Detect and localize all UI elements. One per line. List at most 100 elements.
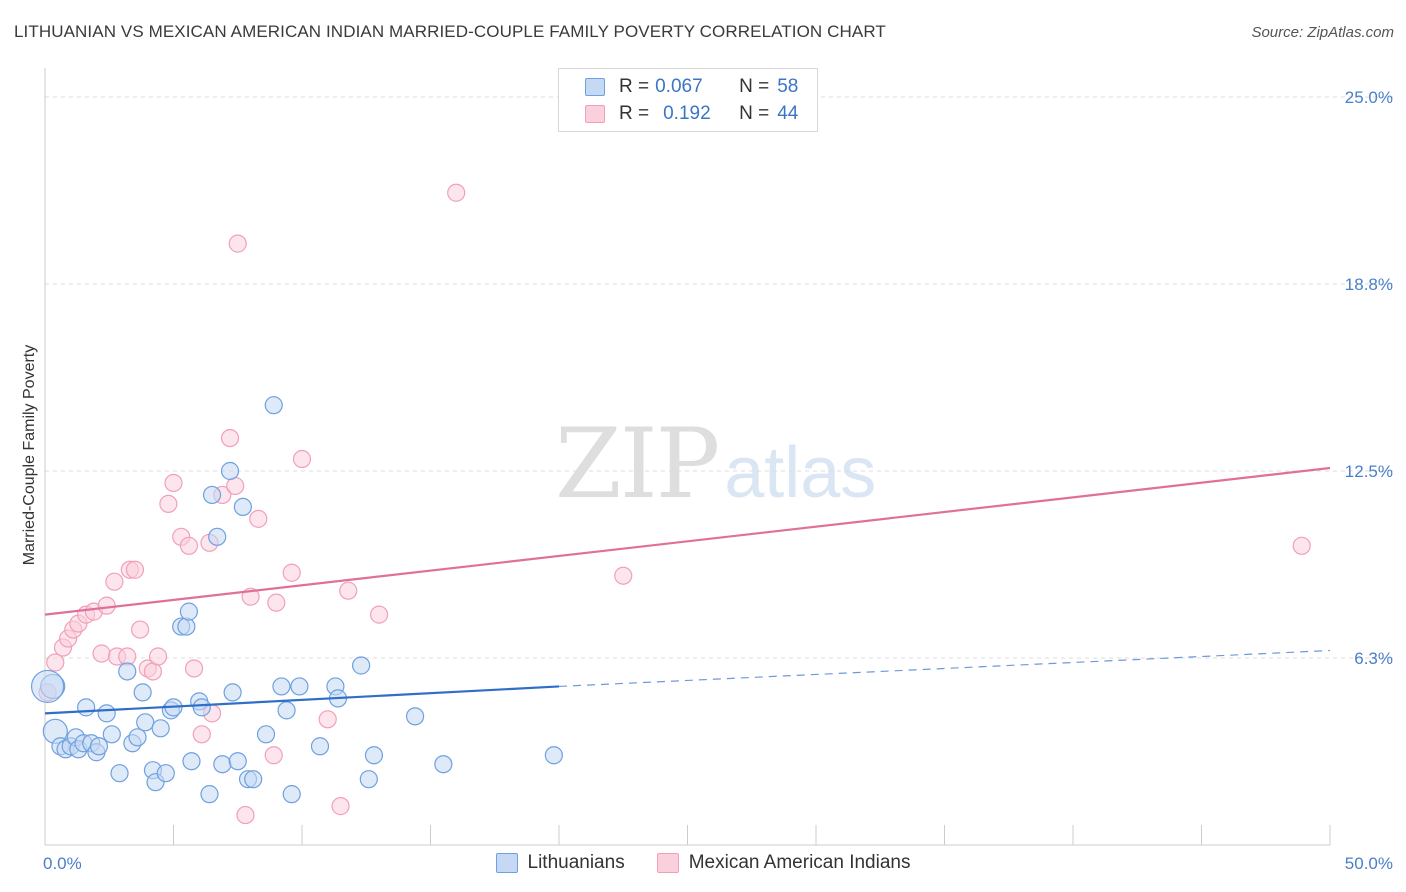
point-mexican — [249, 509, 268, 528]
y-tick-label: 12.5% — [1345, 462, 1393, 481]
legend-item-mexican: Mexican American Indians — [656, 852, 911, 874]
point-mexican — [614, 566, 633, 585]
point-lithuanian — [118, 662, 137, 681]
point-lithuanian — [364, 746, 384, 765]
point-lithuanian — [177, 617, 196, 636]
point-lithuanian — [244, 770, 263, 789]
point-mexican — [164, 473, 183, 493]
point-lithuanian — [97, 704, 116, 723]
point-lithuanian — [213, 755, 232, 774]
legend-row-mexican: R = 0.192 N = 44 — [585, 102, 798, 126]
point-lithuanian — [179, 602, 199, 621]
point-lithuanian — [202, 485, 222, 505]
point-lithuanian — [544, 746, 563, 765]
point-mexican — [370, 605, 389, 624]
point-lithuanian — [277, 701, 296, 720]
point-lithuanian — [256, 725, 276, 744]
point-lithuanian — [182, 752, 201, 771]
y-tick-label: 25.0% — [1345, 88, 1393, 107]
point-lithuanian — [359, 770, 378, 789]
legend-swatch-blue — [495, 853, 518, 873]
point-mexican — [125, 560, 145, 579]
point-lithuanian — [272, 677, 291, 696]
point-mexican — [46, 653, 65, 672]
legend-r-label: R = — [619, 103, 650, 124]
point-lithuanian — [264, 396, 283, 415]
point-lithuanian — [110, 764, 129, 783]
point-lithuanian — [228, 752, 247, 771]
point-lithuanian — [434, 755, 453, 774]
legend-label-mexican: Mexican American Indians — [688, 852, 911, 873]
point-mexican — [267, 593, 286, 612]
point-lithuanian — [30, 669, 65, 704]
legend-swatch-pink — [656, 853, 679, 873]
point-lithuanian — [128, 728, 147, 747]
legend-swatch-blue — [585, 78, 605, 96]
x-tick-label: 50.0% — [1345, 854, 1393, 873]
point-mexican — [184, 659, 204, 678]
legend-item-lithuanians: Lithuanians — [495, 852, 625, 874]
point-mexican — [264, 746, 283, 765]
point-mexican — [130, 620, 150, 639]
point-lithuanian — [77, 698, 96, 717]
point-lithuanian — [220, 461, 240, 481]
point-lithuanian — [208, 527, 227, 546]
trendline-lithuanians — [44, 685, 560, 715]
watermark-zip: ZIP — [555, 408, 720, 520]
legend-n-label: N = — [739, 76, 770, 97]
x-tick-label: 0.0% — [43, 854, 82, 873]
point-mexican — [331, 797, 350, 816]
point-mexican — [220, 428, 240, 448]
chart-title: LITHUANIAN VS MEXICAN AMERICAN INDIAN MA… — [14, 22, 886, 41]
watermark-atlas: atlas — [724, 433, 877, 513]
point-mexican — [1292, 536, 1311, 555]
point-mexican — [447, 183, 466, 202]
watermark: ZIPatlas — [555, 408, 876, 520]
point-lithuanian — [192, 698, 211, 717]
point-mexican — [159, 494, 178, 514]
point-mexican — [148, 647, 168, 666]
point-mexican — [105, 572, 124, 591]
legend-r-value: 0.067 — [655, 76, 703, 97]
point-mexican — [97, 596, 116, 615]
stats-legend: R = 0.067 N = 58 R = 0.192 N = 44 — [558, 68, 818, 132]
legend-label-lithuanians: Lithuanians — [527, 852, 625, 873]
point-mexican — [282, 563, 301, 582]
point-mexican — [236, 805, 255, 825]
point-mexican — [318, 710, 337, 729]
legend-n-value: 44 — [777, 103, 799, 124]
point-lithuanian — [233, 497, 252, 517]
point-lithuanian — [136, 713, 155, 732]
point-mexican — [92, 644, 111, 663]
point-lithuanian — [89, 737, 109, 756]
trendline-lithuanians-extension — [558, 649, 1331, 688]
legend-swatch-pink — [585, 105, 605, 123]
point-mexican — [192, 725, 211, 744]
legend-n-label: N = — [739, 103, 770, 124]
point-lithuanian — [200, 785, 219, 804]
point-lithuanian — [133, 683, 152, 702]
point-lithuanian — [156, 764, 175, 783]
series-legend: Lithuanians Mexican American Indians — [0, 852, 1406, 874]
point-lithuanian — [352, 656, 371, 675]
point-lithuanian — [405, 707, 425, 726]
source-credit: Source: ZipAtlas.com — [1251, 24, 1394, 41]
y-tick-label: 18.8% — [1345, 275, 1393, 294]
legend-r-value: 0.192 — [663, 103, 711, 124]
point-lithuanian — [151, 719, 170, 738]
trendline-mexican — [44, 466, 1331, 616]
point-mexican — [228, 234, 247, 253]
y-tick-label: 6.3% — [1354, 649, 1393, 668]
point-lithuanian — [282, 785, 301, 804]
point-lithuanian — [102, 725, 121, 744]
point-lithuanian — [310, 737, 330, 756]
point-mexican — [292, 449, 312, 469]
legend-r-label: R = — [619, 76, 650, 97]
point-lithuanian — [290, 677, 309, 696]
point-mexican — [179, 536, 199, 555]
legend-n-value: 58 — [777, 76, 799, 97]
point-mexican — [339, 581, 358, 600]
legend-row-lithuanians: R = 0.067 N = 58 — [585, 75, 798, 99]
point-lithuanian — [223, 683, 242, 702]
